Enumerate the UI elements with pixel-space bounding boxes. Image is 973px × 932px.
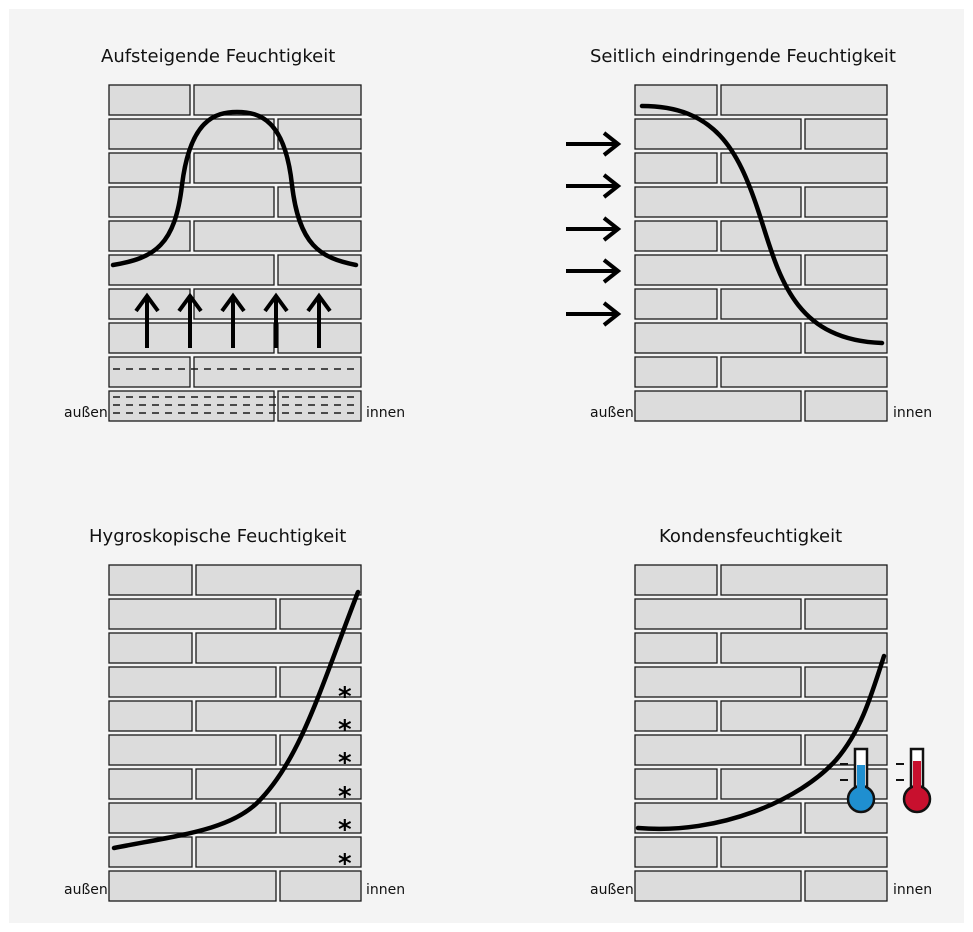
panel-title-lateral: Seitlich eindringende Feuchtigkeit — [590, 46, 896, 67]
brick — [108, 288, 191, 320]
brick — [108, 870, 277, 902]
brick — [634, 700, 718, 732]
brick — [108, 666, 277, 698]
water-dashes — [113, 368, 356, 414]
brick — [108, 734, 277, 766]
brick — [279, 666, 362, 698]
brick — [108, 356, 191, 388]
brick — [720, 84, 888, 116]
label-inside-rising: innen — [366, 405, 406, 421]
brick — [804, 118, 888, 150]
brick — [277, 186, 362, 218]
brick — [634, 322, 802, 354]
svg-text:*: * — [338, 715, 352, 745]
moisture-curve-lateral — [639, 103, 885, 346]
brick — [634, 632, 718, 664]
brick — [804, 598, 888, 630]
brick — [279, 870, 362, 902]
brick — [279, 802, 362, 834]
brick — [193, 220, 362, 252]
brick — [277, 390, 362, 422]
brick-wall-lateral — [634, 84, 888, 422]
brick — [195, 564, 362, 596]
brick — [634, 220, 718, 252]
brick — [108, 632, 193, 664]
brick — [108, 84, 191, 116]
thermometer-cold-icon — [840, 747, 876, 814]
brick — [804, 802, 888, 834]
arrow-right-icon — [566, 131, 622, 327]
brick — [634, 356, 718, 388]
brick — [634, 186, 802, 218]
brick — [720, 564, 888, 596]
brick — [720, 152, 888, 184]
label-inside-hygroscopic: innen — [366, 882, 406, 898]
brick — [804, 254, 888, 286]
brick — [720, 220, 888, 252]
brick — [720, 356, 888, 388]
brick — [634, 768, 718, 800]
brick — [634, 288, 718, 320]
label-outside-lateral: außen — [590, 405, 634, 421]
brick — [804, 186, 888, 218]
brick — [108, 598, 277, 630]
brick — [108, 152, 191, 184]
brick — [277, 118, 362, 150]
thermometer-warm-icon — [896, 747, 932, 814]
brick — [108, 220, 191, 252]
brick — [108, 768, 193, 800]
brick — [193, 356, 362, 388]
label-inside-lateral: innen — [893, 405, 933, 421]
brick — [634, 666, 802, 698]
brick — [195, 700, 362, 732]
brick — [193, 152, 362, 184]
brick — [193, 84, 362, 116]
brick — [108, 186, 275, 218]
label-outside-condensation: außen — [590, 882, 634, 898]
brick — [634, 836, 718, 868]
moisture-curve-condensation — [635, 653, 887, 832]
brick — [195, 836, 362, 868]
brick-wall-rising — [108, 84, 362, 422]
svg-text:*: * — [338, 815, 352, 845]
brick — [277, 254, 362, 286]
arrow-up-icon — [134, 292, 332, 348]
moisture-curve-rising — [110, 109, 359, 268]
asterisk-icon: * * * * * * — [338, 682, 352, 879]
brick — [634, 734, 802, 766]
brick — [720, 632, 888, 664]
brick — [108, 390, 275, 422]
label-outside-hygroscopic: außen — [64, 882, 108, 898]
brick — [804, 390, 888, 422]
brick — [108, 700, 193, 732]
brick — [108, 564, 193, 596]
brick-wall-condensation — [634, 564, 888, 902]
moisture-curve-hygroscopic — [111, 589, 361, 851]
svg-text:*: * — [338, 782, 352, 812]
brick — [804, 870, 888, 902]
brick — [634, 598, 802, 630]
panel-title-condensation: Kondensfeuchtigkeit — [659, 526, 843, 547]
brick — [634, 152, 718, 184]
brick-wall-hygroscopic — [108, 564, 362, 902]
brick — [720, 836, 888, 868]
svg-text:*: * — [338, 849, 352, 879]
label-outside-rising: außen — [64, 405, 108, 421]
svg-text:*: * — [338, 748, 352, 778]
svg-text:*: * — [338, 682, 352, 712]
brick — [634, 564, 718, 596]
panel-title-rising: Aufsteigende Feuchtigkeit — [101, 46, 336, 67]
label-inside-condensation: innen — [893, 882, 933, 898]
panel-title-hygroscopic: Hygroskopische Feuchtigkeit — [89, 526, 347, 547]
brick — [634, 390, 802, 422]
brick — [634, 870, 802, 902]
